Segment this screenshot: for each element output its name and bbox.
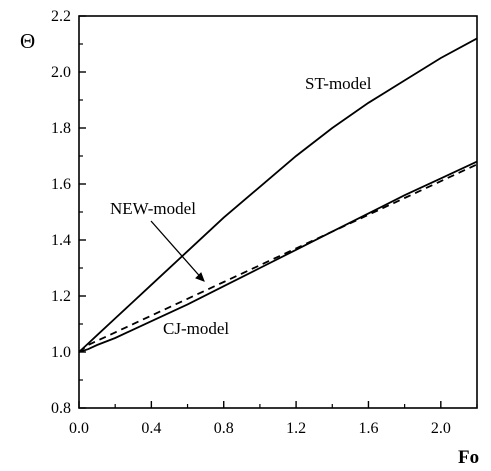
series-line <box>78 163 478 353</box>
arrowhead-icon <box>195 272 205 282</box>
x-tick-label: 0.0 <box>69 420 89 437</box>
y-tick-label: 0.8 <box>51 400 71 417</box>
y-tick-label: 2.0 <box>51 64 71 81</box>
x-tick-label: 2.0 <box>431 420 451 437</box>
annotations: ST-model NEW-model CJ-model <box>110 74 372 338</box>
x-tick-label: 1.6 <box>358 420 378 437</box>
y-axis-label: Θ <box>20 29 35 53</box>
y-tick-label: 1.0 <box>51 344 71 361</box>
series-lines <box>78 37 478 353</box>
series-line <box>78 37 478 353</box>
x-tick-label: 0.8 <box>214 420 234 437</box>
x-tick-label: 1.2 <box>286 420 306 437</box>
y-tick-label: 1.8 <box>51 120 71 137</box>
y-tick-label: 1.2 <box>51 288 71 305</box>
x-axis-label: Fo <box>458 447 479 468</box>
y-tick-label: 1.4 <box>51 232 71 249</box>
y-tick-label: 2.2 <box>51 8 71 25</box>
axis-ticks: 0.0 0.4 0.8 1.2 1.6 2.0 0.8 1.0 1.2 1.4 1.6 1.8 2.0 2… <box>51 8 478 437</box>
series-annotation: ST-model <box>305 74 372 93</box>
series-annotation: NEW-model <box>110 199 196 218</box>
series-annotation: CJ-model <box>163 319 229 338</box>
series-line <box>78 160 478 353</box>
y-tick-label: 1.6 <box>51 176 71 193</box>
x-tick-label: 0.4 <box>141 420 161 437</box>
annotation-arrow-line <box>150 220 205 282</box>
